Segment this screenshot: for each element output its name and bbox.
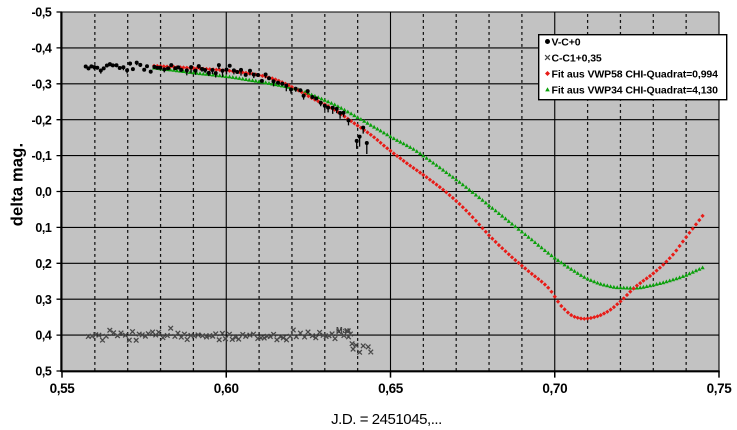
svg-text:-0,1: -0,1 [32, 149, 52, 163]
svg-text:Fit aus VWP58 CHI-Quadrat=0,99: Fit aus VWP58 CHI-Quadrat=0,994 [552, 68, 719, 80]
svg-text:0,55: 0,55 [50, 381, 76, 396]
svg-text:0,70: 0,70 [542, 381, 567, 396]
svg-text:J.D. = 2451045,...: J.D. = 2451045,... [331, 411, 442, 428]
svg-text:0,4: 0,4 [35, 329, 52, 343]
svg-text:0,75: 0,75 [707, 381, 733, 396]
svg-text:0,60: 0,60 [214, 381, 239, 396]
svg-text:Fit aus VWP34 CHI-Quadrat=4,13: Fit aus VWP34 CHI-Quadrat=4,130 [552, 84, 719, 96]
svg-text:-0,2: -0,2 [32, 113, 52, 127]
svg-text:delta mag.: delta mag. [8, 143, 26, 227]
svg-text:Max: Max [336, 326, 352, 335]
svg-text:0,3: 0,3 [35, 293, 52, 307]
svg-text:0,0: 0,0 [35, 185, 52, 199]
svg-text:0,2: 0,2 [35, 257, 52, 271]
svg-text:0,5: 0,5 [35, 365, 52, 379]
svg-text:-0,4: -0,4 [32, 42, 52, 56]
svg-text:-0,3: -0,3 [32, 77, 52, 91]
svg-text:0,65: 0,65 [378, 381, 404, 396]
svg-text:V-C+0: V-C+0 [552, 36, 581, 48]
svg-text:0,1: 0,1 [35, 221, 52, 235]
svg-text:-0,5: -0,5 [32, 6, 52, 20]
svg-text:C-C1+0,35: C-C1+0,35 [552, 52, 602, 64]
